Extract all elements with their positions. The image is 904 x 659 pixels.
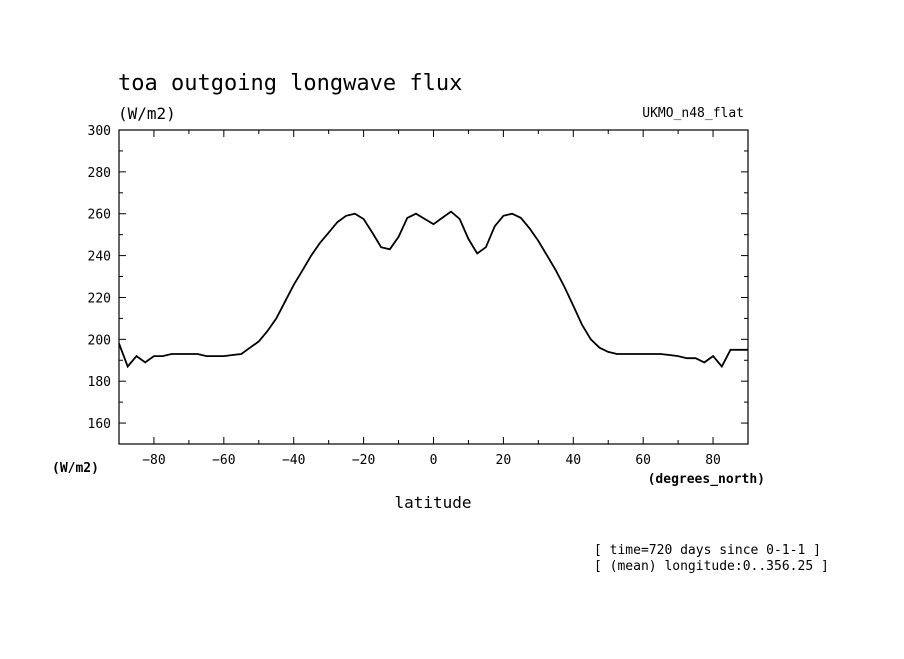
y-tick-label: 280 bbox=[88, 166, 111, 181]
x-tick-label: 40 bbox=[565, 453, 581, 468]
x-tick-label: 60 bbox=[635, 453, 651, 468]
y-tick-labels: 160 180 200 220 240 260 280 300 bbox=[88, 124, 111, 432]
y-tick-label: 300 bbox=[88, 124, 111, 139]
x-tick-label: −60 bbox=[212, 453, 235, 468]
x-axis-label: latitude bbox=[394, 493, 471, 512]
x-tick-label: 0 bbox=[430, 453, 438, 468]
x-axis-units: (degrees_north) bbox=[648, 472, 765, 487]
model-label: UKMO_n48_flat bbox=[642, 106, 744, 121]
tick-marks bbox=[119, 130, 748, 444]
chart-title: toa outgoing longwave flux bbox=[118, 71, 462, 96]
y-tick-label: 260 bbox=[88, 208, 111, 223]
chart-units: (W/m2) bbox=[118, 104, 176, 123]
y-tick-label: 240 bbox=[88, 250, 111, 265]
x-tick-label: −80 bbox=[142, 453, 165, 468]
x-tick-label: 80 bbox=[705, 453, 721, 468]
y-tick-label: 160 bbox=[88, 417, 111, 432]
x-tick-label: −40 bbox=[282, 453, 305, 468]
y-axis-units: (W/m2) bbox=[52, 461, 99, 476]
series-line bbox=[118, 210, 748, 369]
x-tick-label: 20 bbox=[496, 453, 512, 468]
plot-area: −80 −60 −40 −20 0 20 40 60 80 160 180 200 220 240 260… bbox=[88, 124, 749, 468]
note-longitude: [ (mean) longitude:0..356.25 ] bbox=[594, 559, 829, 574]
plot-frame bbox=[118, 129, 749, 445]
note-time: [ time=720 days since 0-1-1 ] bbox=[594, 543, 821, 558]
y-tick-label: 180 bbox=[88, 375, 111, 390]
x-tick-label: −20 bbox=[352, 453, 375, 468]
x-tick-labels: −80 −60 −40 −20 0 20 40 60 80 bbox=[142, 453, 721, 468]
y-tick-label: 200 bbox=[88, 333, 111, 348]
y-tick-label: 220 bbox=[88, 291, 111, 306]
